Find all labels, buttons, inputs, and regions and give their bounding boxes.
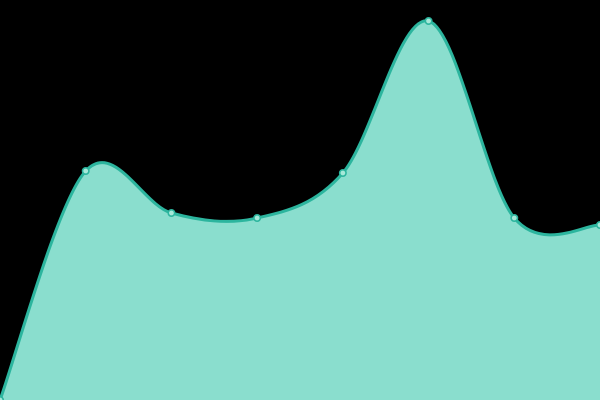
- data-point-marker: [510, 214, 519, 223]
- data-point-marker: [253, 214, 262, 223]
- data-point-marker: [424, 16, 433, 25]
- data-point-marker: [167, 209, 176, 218]
- data-point-marker: [81, 167, 90, 176]
- data-point-marker: [338, 169, 347, 178]
- area-fill: [0, 20, 600, 400]
